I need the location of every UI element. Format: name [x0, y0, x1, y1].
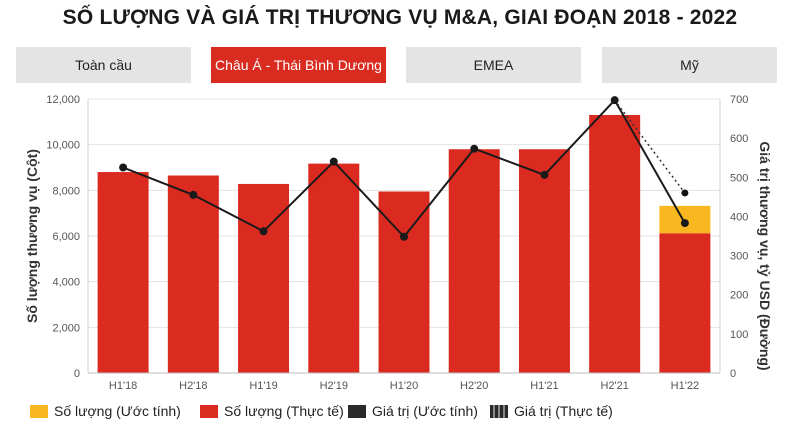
legend-swatch [490, 404, 508, 418]
legend-item-actual-count[interactable]: Số lượng (Thực tế) [200, 400, 344, 422]
y2-tick-label: 200 [730, 290, 748, 302]
line-point [119, 163, 128, 172]
bar-actual [448, 149, 500, 373]
bar-actual [518, 149, 570, 373]
x-tick-label: H2'20 [460, 380, 488, 392]
chart-title: SỐ LƯỢNG VÀ GIÁ TRỊ THƯƠNG VỤ M&A, GIAI … [62, 6, 738, 29]
line-point [610, 96, 619, 105]
legend-swatch [200, 404, 218, 418]
bar-actual [97, 172, 149, 373]
legend-label: Giá trị (Thực tế) [514, 403, 613, 419]
y2-tick-label: 700 [730, 94, 748, 106]
y-tick-label: 8,000 [52, 185, 80, 197]
legend-item-estimated-count[interactable]: Số lượng (Ước tính) [30, 400, 181, 422]
x-tick-label: H1'18 [109, 380, 137, 392]
x-tick-label: H2'18 [179, 380, 207, 392]
bar-actual [308, 163, 360, 373]
x-tick-label: H1'22 [671, 380, 699, 392]
y2-tick-label: 0 [730, 368, 736, 380]
tab-emea[interactable]: EMEA [406, 47, 581, 83]
legend-label: Số lượng (Ước tính) [54, 403, 181, 419]
y2-tick-label: 600 [730, 133, 748, 145]
line-point [259, 227, 268, 236]
y-axis-title: Số lượng thương vụ (Cột) [24, 149, 40, 323]
y-tick-label: 12,000 [46, 94, 80, 106]
y-tick-label: 6,000 [52, 231, 80, 243]
tab-usa[interactable]: Mỹ [602, 47, 777, 83]
bar-actual [659, 233, 711, 373]
legend-label: Giá trị (Ước tính) [372, 403, 478, 419]
x-tick-label: H2'21 [600, 380, 628, 392]
legend-label: Số lượng (Thực tế) [224, 403, 344, 419]
y2-tick-label: 400 [730, 211, 748, 223]
line-point [540, 170, 549, 179]
x-tick-label: H1'19 [249, 380, 277, 392]
tab-asia-pacific[interactable]: Châu Á - Thái Bình Dương [211, 47, 386, 83]
chart-legend: Số lượng (Ước tính) Số lượng (Thực tế) G… [30, 400, 790, 422]
bar-actual [589, 114, 641, 373]
line-point [680, 219, 689, 228]
line-point [189, 190, 198, 199]
y-tick-label: 2,000 [52, 322, 80, 334]
line-point [329, 157, 338, 166]
y2-tick-label: 300 [730, 251, 748, 263]
legend-swatch [30, 404, 48, 418]
x-tick-label: H1'21 [530, 380, 558, 392]
dotted-point [681, 189, 689, 197]
line-point [400, 232, 408, 241]
bar-actual [378, 191, 430, 373]
y-tick-label: 10,000 [46, 140, 80, 152]
legend-swatch [348, 404, 366, 418]
y2-tick-label: 100 [730, 329, 748, 341]
x-tick-label: H1'20 [390, 380, 418, 392]
line-series-dotted [614, 99, 686, 194]
y2-axis-title: Giá trị thương vụ, tỷ USD (Đường) [757, 141, 773, 370]
y2-tick-label: 500 [730, 172, 748, 184]
legend-item-estimated-value[interactable]: Giá trị (Ước tính) [348, 400, 478, 422]
y-tick-label: 0 [74, 368, 80, 380]
x-tick-label: H2'19 [320, 380, 348, 392]
legend-item-actual-value[interactable]: Giá trị (Thực tế) [490, 400, 613, 422]
tab-global[interactable]: Toàn cầu [16, 47, 191, 83]
y-tick-label: 4,000 [52, 277, 80, 289]
bar-actual [167, 175, 219, 373]
line-point [470, 144, 479, 153]
region-tabs: Toàn cầu Châu Á - Thái Bình Dương EMEA M… [16, 47, 786, 83]
